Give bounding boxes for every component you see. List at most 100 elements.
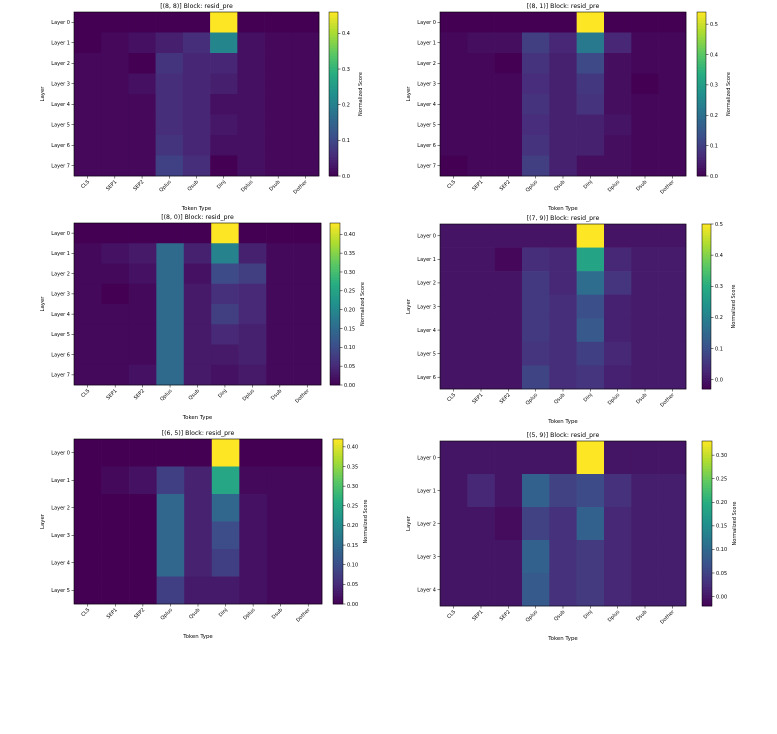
heatmap-cell (294, 439, 323, 467)
y-tick-label: Layer 4 (51, 312, 70, 318)
heatmap-cell (467, 365, 495, 390)
colorbar-segment (702, 490, 712, 494)
x-tick-label: Qsub (553, 392, 566, 405)
heatmap-cell (658, 94, 687, 115)
heatmap-cell (156, 324, 185, 345)
colorbar-segment (329, 55, 338, 59)
colorbar-frame (332, 438, 344, 605)
colorbar-tick-label: 0.05 (716, 571, 727, 577)
colorbar-segment (702, 573, 712, 577)
heatmap-cell (576, 271, 605, 296)
y-axis-label: Layer (40, 86, 46, 102)
heatmap-cell (631, 507, 659, 541)
heatmap-cell (211, 243, 239, 264)
colorbar-segment (702, 523, 712, 527)
colorbar-segment (702, 350, 711, 354)
y-tick-label: Layer 0 (417, 455, 436, 461)
y-tick-label: Layer 2 (417, 521, 436, 527)
colorbar-segment (702, 240, 711, 244)
heatmap-cell (522, 73, 550, 95)
colorbar-segment (697, 31, 706, 35)
colorbar-segment (702, 353, 711, 357)
heatmap-cell (101, 155, 129, 177)
x-tick-label: Dplus (242, 607, 257, 622)
y-axis-label: Layer (406, 86, 412, 102)
colorbar-segment (330, 263, 340, 267)
heatmap-cell (128, 283, 157, 305)
heatmap-cell (549, 507, 577, 541)
heatmap-cell (494, 114, 523, 136)
heatmap-cell (101, 223, 130, 244)
colorbar-segment (330, 277, 340, 281)
colorbar-segment (697, 17, 706, 21)
colorbar: 0.0 0.1 0.2 0.3 0.4 Normalized Score (328, 11, 364, 180)
heatmap-cell (440, 573, 468, 607)
colorbar-segment (330, 352, 340, 356)
x-tick-label: SEP2 (133, 388, 146, 401)
heatmap-cell (440, 155, 468, 177)
colorbar-segment (697, 72, 706, 76)
heatmap-cell (494, 365, 523, 390)
heatmap-cell (237, 12, 265, 33)
colorbar-tick-label: 0.0 (710, 174, 718, 180)
heatmap-cell (291, 32, 320, 54)
colorbar-segment (697, 83, 706, 87)
colorbar-segment (329, 126, 338, 130)
colorbar-segment (702, 237, 711, 241)
heatmap-cell (549, 247, 577, 272)
y-tick-label: Layer 4 (417, 328, 436, 334)
y-tick-label: Layer 5 (417, 351, 436, 357)
heatmap-cell (211, 283, 239, 305)
colorbar-tick-label: 0.3 (710, 83, 718, 89)
y-tick-label: Layer 2 (51, 506, 70, 512)
colorbar-segment (702, 589, 712, 593)
colorbar-segment (333, 502, 343, 506)
colorbar-tick-label: 0.05 (347, 582, 358, 588)
colorbar-segment (329, 17, 338, 21)
heatmap-cell (604, 474, 632, 508)
heatmap-cell (522, 247, 550, 272)
heatmap-cell (440, 247, 468, 272)
heatmap-cell (604, 32, 632, 54)
colorbar-segment (329, 77, 338, 81)
heatmap-cell (549, 32, 577, 54)
heatmap-cell (576, 573, 605, 607)
x-tick-label: Dsub (268, 179, 281, 192)
colorbar-segment (333, 477, 343, 481)
colorbar-segment (333, 601, 343, 605)
heatmap-cell (74, 243, 102, 264)
heatmap-cell (522, 53, 550, 74)
heatmap-cell (576, 474, 605, 508)
y-tick-label: Layer 0 (51, 20, 70, 26)
colorbar-segment (702, 463, 712, 467)
heatmap-cell (658, 247, 687, 272)
colorbar-tick-label: 0.4 (710, 52, 718, 58)
colorbar-segment (333, 595, 343, 599)
x-tick-label: Dother (295, 607, 312, 624)
heatmap-cell (184, 494, 213, 522)
heatmap-cell (101, 53, 129, 74)
heatmap-cell (74, 114, 102, 136)
colorbar-segment (329, 110, 338, 114)
colorbar-segment (702, 584, 712, 588)
colorbar-segment (330, 366, 340, 370)
heatmap-cell (156, 439, 185, 467)
heatmap-cell (74, 521, 102, 550)
x-tick-label: Dplus (607, 609, 622, 624)
colorbar-segment (330, 347, 340, 351)
heatmap-cell (604, 294, 632, 319)
heatmap-cell (494, 474, 523, 508)
colorbar-segment (333, 535, 343, 539)
heatmap-cell (467, 155, 495, 177)
y-tick-label: Layer 3 (51, 82, 70, 88)
heatmap-cell (264, 114, 293, 136)
heatmap-cell (74, 549, 102, 577)
heatmap-cell (294, 549, 323, 577)
colorbar-segment (333, 551, 343, 555)
colorbar-segment (702, 232, 711, 236)
heatmap-cell (658, 114, 687, 136)
heatmap-cell (211, 576, 240, 605)
colorbar-segment (697, 121, 706, 125)
y-tick-label: Layer 7 (51, 164, 70, 170)
heatmap-cell (101, 73, 129, 95)
